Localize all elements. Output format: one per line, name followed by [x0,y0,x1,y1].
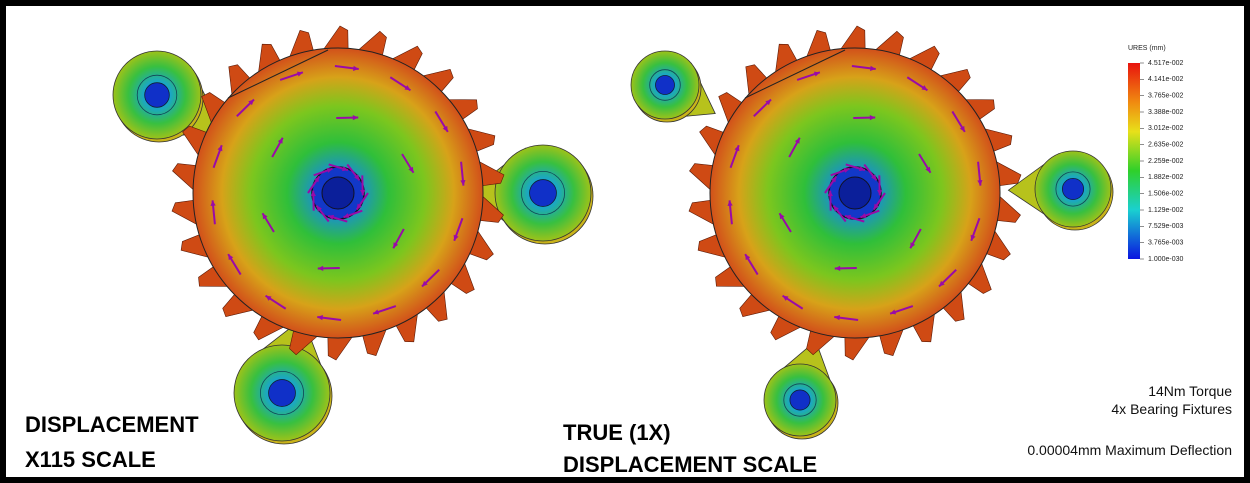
tick-label: 4.517e-002 [1148,60,1184,67]
tick-label: 3.765e-002 [1148,93,1184,100]
bearing-bore [530,180,557,207]
bearing-bore [269,380,296,407]
note: 0.00004mm Maximum Deflection [1027,442,1232,458]
hub-bore [322,177,354,209]
tick-label: 3.388e-002 [1148,109,1184,116]
hub-bore [839,177,871,209]
tick-label: 3.012e-002 [1148,125,1184,132]
caption-line: DISPLACEMENT SCALE [563,452,817,477]
legend-title: URES (mm) [1128,45,1166,52]
tick-label: 1.000e-030 [1148,256,1184,263]
bearing-bore [655,75,674,94]
tick-label: 2.259e-002 [1148,158,1184,165]
bearing-bore [1062,178,1083,199]
tick-label: 1.129e-002 [1148,207,1184,214]
tick-label: 1.882e-002 [1148,174,1184,181]
bearing-bore [145,83,170,108]
tick-label: 4.141e-002 [1148,76,1184,83]
caption-line: TRUE (1X) [563,420,671,445]
tick-label: 7.529e-003 [1148,223,1184,230]
caption-line: X115 SCALE [25,447,156,472]
caption-line: DISPLACEMENT [25,412,199,437]
tick-label: 2.635e-002 [1148,142,1184,149]
color-bar [1128,63,1140,259]
bearing-bore [790,390,810,410]
screenshot: URES (mm) 4.517e-002 4.141e-002 3.765e-002… [0,0,1250,483]
tick-label: 3.765e-003 [1148,240,1184,247]
note: 4x Bearing Fixtures [1111,401,1232,417]
tick-label: 1.506e-002 [1148,191,1184,198]
note: 14Nm Torque [1148,383,1232,399]
